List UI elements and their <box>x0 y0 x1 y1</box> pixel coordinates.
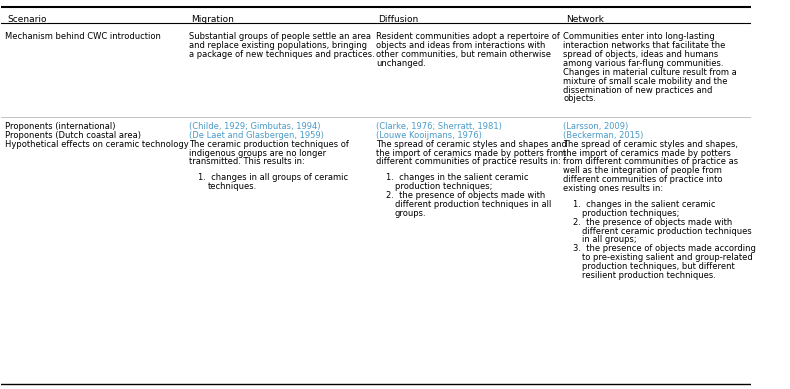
Text: 2.  the presence of objects made with: 2. the presence of objects made with <box>574 218 732 227</box>
Text: 2.  the presence of objects made with: 2. the presence of objects made with <box>386 191 545 200</box>
Text: different ceramic production techniques: different ceramic production techniques <box>582 226 752 236</box>
Text: existing ones results in:: existing ones results in: <box>563 184 664 193</box>
Text: 3.  the presence of objects made according: 3. the presence of objects made accordin… <box>574 244 756 253</box>
Text: a package of new techniques and practices.: a package of new techniques and practice… <box>189 50 374 59</box>
Text: Migration: Migration <box>191 15 234 24</box>
Text: resilient production techniques.: resilient production techniques. <box>582 271 716 280</box>
Text: (Clarke, 1976; Sherratt, 1981): (Clarke, 1976; Sherratt, 1981) <box>376 122 502 131</box>
Text: dissemination of new practices and: dissemination of new practices and <box>563 86 713 95</box>
Text: 1.  changes in all groups of ceramic: 1. changes in all groups of ceramic <box>198 173 348 182</box>
Text: other communities, but remain otherwise: other communities, but remain otherwise <box>376 50 551 59</box>
Text: Changes in material culture result from a: Changes in material culture result from … <box>563 68 737 77</box>
Text: Diffusion: Diffusion <box>378 15 419 24</box>
Text: (Larsson, 2009): (Larsson, 2009) <box>563 122 629 131</box>
Text: production techniques;: production techniques; <box>395 182 492 191</box>
Text: to pre-existing salient and group-related: to pre-existing salient and group-relate… <box>582 253 753 262</box>
Text: The spread of ceramic styles and shapes and: The spread of ceramic styles and shapes … <box>376 140 567 149</box>
Text: techniques.: techniques. <box>208 182 257 191</box>
Text: unchanged.: unchanged. <box>376 59 426 68</box>
Text: spread of objects, ideas and humans: spread of objects, ideas and humans <box>563 50 719 59</box>
Text: (Beckerman, 2015): (Beckerman, 2015) <box>563 131 644 140</box>
Text: The ceramic production techniques of: The ceramic production techniques of <box>189 140 348 149</box>
Text: Mechanism behind CWC introduction: Mechanism behind CWC introduction <box>6 32 161 41</box>
Text: different communities of practice results in:: different communities of practice result… <box>376 158 561 166</box>
Text: and replace existing populations, bringing: and replace existing populations, bringi… <box>189 41 367 50</box>
Text: groups.: groups. <box>395 209 427 218</box>
Text: Communities enter into long-lasting: Communities enter into long-lasting <box>563 32 715 41</box>
Text: mixture of small scale mobility and the: mixture of small scale mobility and the <box>563 77 728 86</box>
Text: objects.: objects. <box>563 95 596 103</box>
Text: Scenario: Scenario <box>7 15 47 24</box>
Text: Network: Network <box>566 15 604 24</box>
Text: (Childe, 1929; Gimbutas, 1994): (Childe, 1929; Gimbutas, 1994) <box>189 122 320 131</box>
Text: production techniques, but different: production techniques, but different <box>582 262 735 271</box>
Text: Substantial groups of people settle an area: Substantial groups of people settle an a… <box>189 32 371 41</box>
Text: transmitted. This results in:: transmitted. This results in: <box>189 158 304 166</box>
Text: among various far-flung communities.: among various far-flung communities. <box>563 59 724 68</box>
Text: Proponents (Dutch coastal area): Proponents (Dutch coastal area) <box>6 131 141 140</box>
Text: different communities of practice into: different communities of practice into <box>563 175 723 184</box>
Text: from different communities of practice as: from different communities of practice a… <box>563 158 739 166</box>
Text: the import of ceramics made by potters from: the import of ceramics made by potters f… <box>376 149 566 158</box>
Text: Hypothetical effects on ceramic technology: Hypothetical effects on ceramic technolo… <box>6 140 189 149</box>
Text: 1.  changes in the salient ceramic: 1. changes in the salient ceramic <box>386 173 529 182</box>
Text: well as the integration of people from: well as the integration of people from <box>563 166 722 175</box>
Text: (De Laet and Glasbergen, 1959): (De Laet and Glasbergen, 1959) <box>189 131 324 140</box>
Text: the import of ceramics made by potters: the import of ceramics made by potters <box>563 149 732 158</box>
Text: interaction networks that facilitate the: interaction networks that facilitate the <box>563 41 726 50</box>
Text: Resident communities adopt a repertoire of: Resident communities adopt a repertoire … <box>376 32 560 41</box>
Text: Proponents (international): Proponents (international) <box>6 122 115 131</box>
Text: objects and ideas from interactions with: objects and ideas from interactions with <box>376 41 545 50</box>
Text: different production techniques in all: different production techniques in all <box>395 200 551 209</box>
Text: The spread of ceramic styles and shapes,: The spread of ceramic styles and shapes, <box>563 140 739 149</box>
Text: (Louwe Kooijmans, 1976): (Louwe Kooijmans, 1976) <box>376 131 482 140</box>
Text: in all groups;: in all groups; <box>582 235 637 244</box>
Text: production techniques;: production techniques; <box>582 209 679 218</box>
Text: 1.  changes in the salient ceramic: 1. changes in the salient ceramic <box>574 200 716 209</box>
Text: indigenous groups are no longer: indigenous groups are no longer <box>189 149 326 158</box>
